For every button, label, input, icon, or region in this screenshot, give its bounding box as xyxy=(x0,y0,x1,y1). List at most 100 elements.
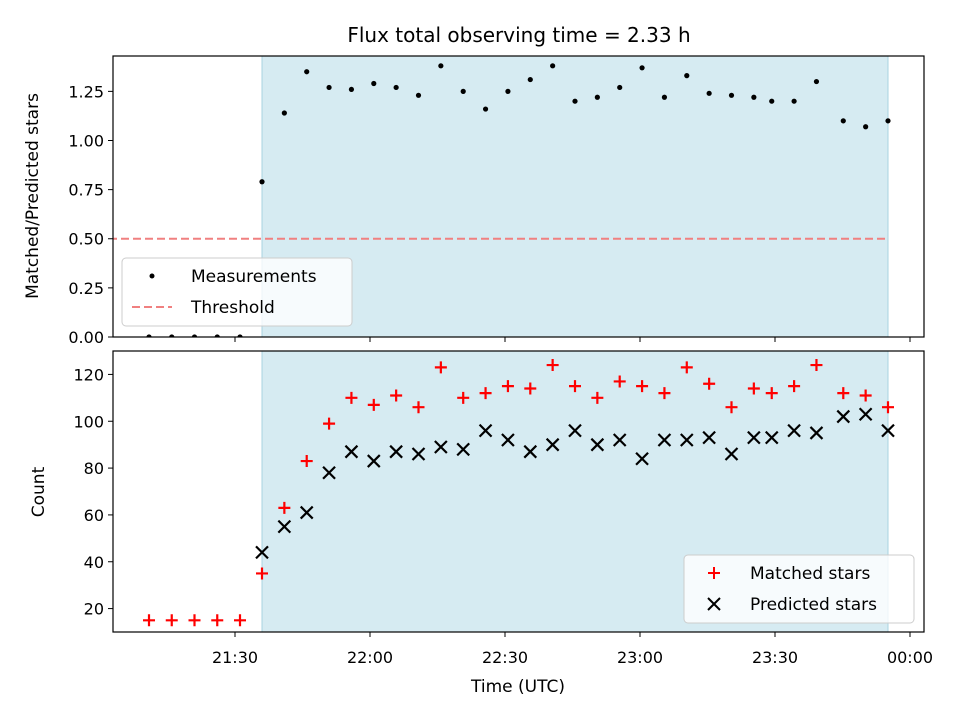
top-measurements-point xyxy=(281,110,287,116)
bottom-matched-stars-point xyxy=(479,387,492,400)
top-legend: Measurements Threshold xyxy=(121,257,353,327)
legend-predicted-marker xyxy=(707,597,721,611)
top-measurements-point xyxy=(813,78,820,85)
bottom-y-tick-label: 40 xyxy=(84,553,104,572)
x-tick-label: 23:00 xyxy=(617,648,663,667)
bottom-matched-stars-point xyxy=(810,359,823,372)
top-measurements-point xyxy=(706,90,712,96)
bottom-predicted-stars-point xyxy=(724,447,739,461)
x-tick-label: 22:00 xyxy=(347,648,393,667)
bottom-predicted-stars-point xyxy=(836,409,851,424)
bottom-y-tick-label: 100 xyxy=(73,412,104,431)
top-measurements-point xyxy=(550,63,556,69)
bottom-legend-box xyxy=(683,554,915,624)
top-measurements-point xyxy=(791,98,797,104)
bottom-predicted-stars-point xyxy=(590,437,605,452)
bottom-predicted-stars-point xyxy=(702,430,716,445)
top-measurements-point xyxy=(169,334,175,337)
top-measurements-point xyxy=(594,94,600,100)
top-measurements-point xyxy=(482,106,489,112)
top-legend-box xyxy=(121,257,353,327)
bottom-y-tick-label: 20 xyxy=(84,600,104,619)
bottom-predicted-stars-point xyxy=(456,442,470,457)
bottom-matched-stars-point xyxy=(211,614,224,627)
bottom-matched-stars-point xyxy=(882,401,894,414)
bottom-predicted-stars-point xyxy=(299,505,314,520)
bottom-y-tick-label: 80 xyxy=(84,459,104,478)
bottom-matched-stars-point xyxy=(412,401,425,414)
bottom-predicted-stars-point xyxy=(545,437,560,452)
bottom-predicted-stars-point xyxy=(478,423,493,438)
top-y-tick-label: 1.00 xyxy=(68,131,104,150)
bottom-matched-stars-point xyxy=(165,614,178,627)
bottom-predicted-stars-point xyxy=(322,465,336,480)
bottom-matched-stars-point xyxy=(457,391,470,404)
top-panel: 0.00 0.25 0.50 0.75 1.00 1.25 xyxy=(68,55,925,347)
top-measurements-point xyxy=(237,334,243,337)
bottom-predicted-stars-point xyxy=(858,407,873,422)
top-measurements-point xyxy=(214,334,220,337)
bottom-matched-stars-point xyxy=(859,389,872,402)
bottom-predicted-stars-point xyxy=(568,423,582,438)
bottom-y-axis-label: Count xyxy=(29,466,49,517)
bottom-matched-stars-point xyxy=(501,380,514,393)
top-measurements-point xyxy=(393,84,399,91)
top-y-tick-label: 0.25 xyxy=(68,279,104,298)
bottom-matched-stars-point xyxy=(234,614,246,627)
bottom-matched-stars-point xyxy=(188,614,201,627)
bottom-predicted-stars-point xyxy=(764,430,779,445)
bottom-predicted-stars-point xyxy=(680,433,694,447)
top-measurements-point xyxy=(438,63,444,69)
top-measurements-point xyxy=(572,98,578,104)
top-measurements-point xyxy=(259,179,265,185)
bottom-matched-stars-point xyxy=(725,401,738,414)
top-measurements-point xyxy=(460,88,466,94)
bottom-predicted-stars-point xyxy=(501,433,515,447)
bottom-matched-stars-point xyxy=(434,361,447,374)
top-observing-window xyxy=(261,56,889,337)
top-measurements-point xyxy=(326,84,332,91)
legend-matched-marker xyxy=(708,567,720,579)
bottom-matched-stars-point xyxy=(788,380,801,393)
top-measurements-point xyxy=(639,65,645,71)
x-axis-label: Time (UTC) xyxy=(470,677,565,697)
chart-title: Flux total observing time = 2.33 h xyxy=(347,23,690,47)
bottom-matched-stars-point xyxy=(658,387,671,400)
bottom-matched-stars-point xyxy=(837,387,850,400)
top-measurements-point xyxy=(304,69,310,75)
top-measurements-point xyxy=(885,118,891,124)
bottom-matched-stars-point xyxy=(143,614,155,627)
bottom-matched-stars-point xyxy=(569,380,581,393)
bottom-predicted-stars-point xyxy=(612,433,627,447)
top-measurements-point xyxy=(863,124,869,130)
bottom-matched-stars-point xyxy=(546,359,559,372)
top-measurements-point xyxy=(527,76,533,83)
x-tick-label: 22:30 xyxy=(482,648,528,667)
top-measurements-point xyxy=(840,118,846,124)
top-y-tick-label: 0.75 xyxy=(68,181,104,200)
legend-matched-label: Matched stars xyxy=(750,564,870,584)
bottom-matched-stars-point xyxy=(613,375,626,388)
bottom-matched-stars-point xyxy=(300,455,313,468)
bottom-matched-stars-point xyxy=(703,377,716,390)
bottom-legend: Matched stars Predicted stars xyxy=(683,554,915,624)
top-measurements-point xyxy=(769,98,775,104)
legend-threshold-label: Threshold xyxy=(190,298,275,318)
bottom-matched-stars-point xyxy=(591,391,604,404)
bottom-matched-stars-point xyxy=(765,387,778,400)
bottom-predicted-stars-point xyxy=(787,423,801,438)
bottom-matched-stars-point xyxy=(345,391,358,404)
bottom-predicted-stars-point xyxy=(809,426,824,440)
bottom-predicted-stars-point xyxy=(747,430,761,445)
bottom-y-tick-label: 60 xyxy=(84,506,104,525)
legend-measurements-label: Measurements xyxy=(191,267,317,287)
bottom-matched-stars-point xyxy=(680,361,693,374)
bottom-predicted-stars-point xyxy=(344,444,359,459)
top-y-tick-label: 0.50 xyxy=(68,230,104,249)
top-measurements-point xyxy=(146,334,152,337)
bottom-predicted-stars-point xyxy=(881,423,895,438)
top-measurements-point xyxy=(684,73,690,79)
bottom-matched-stars-point xyxy=(367,398,380,411)
top-measurements-point xyxy=(348,86,355,93)
